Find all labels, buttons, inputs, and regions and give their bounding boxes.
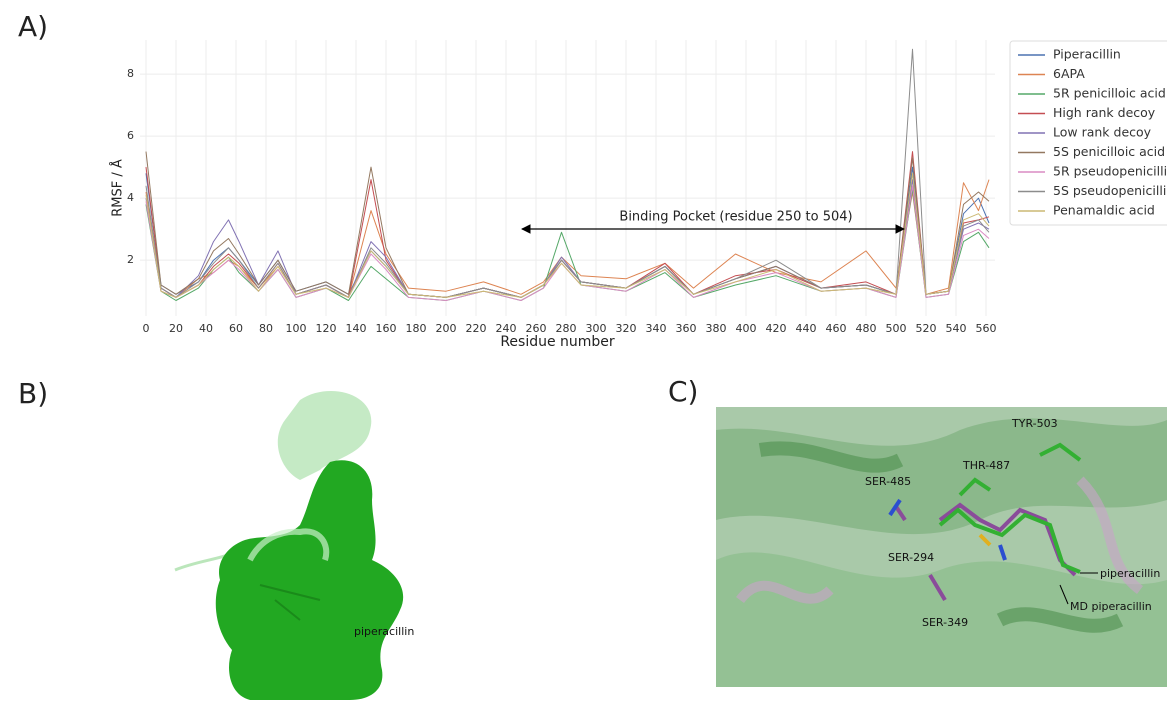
panel-label: A) <box>18 10 48 43</box>
residue-label: SER-349 <box>922 616 968 629</box>
legend: Piperacillin 6APA 5R penicilloic acid High … <box>1010 41 1167 225</box>
x-tick-label: 520 <box>916 322 937 335</box>
x-tick-label: 140 <box>346 322 367 335</box>
residue-label: THR-487 <box>962 459 1010 472</box>
x-tick-label: 220 <box>466 322 487 335</box>
residue-label: SER-485 <box>865 475 911 488</box>
residue-label: SER-294 <box>888 551 934 564</box>
x-tick-label: 120 <box>316 322 337 335</box>
x-tick-label: 200 <box>436 322 457 335</box>
plot-area <box>140 40 995 316</box>
x-tick-label: 320 <box>616 322 637 335</box>
residue-label: TYR-503 <box>1011 417 1058 430</box>
x-tick-label: 80 <box>259 322 273 335</box>
structure-overlay <box>716 407 1167 687</box>
x-tick-label: 160 <box>376 322 397 335</box>
x-tick-label: 40 <box>199 322 213 335</box>
panel-label: B) <box>18 377 48 410</box>
x-tick-label: 340 <box>646 322 667 335</box>
ligand-label: MD piperacillin <box>1070 600 1152 613</box>
legend-label: 5R pseudopenicillin <box>1053 164 1167 179</box>
y-tick-label: 4 <box>127 191 134 204</box>
legend-label: 5S penicilloic acid <box>1053 144 1165 159</box>
x-tick-label: 540 <box>946 322 967 335</box>
panel-label: C) <box>668 375 698 408</box>
x-tick-label: 460 <box>826 322 847 335</box>
legend-label: Penamaldic acid <box>1053 203 1155 218</box>
y-tick-label: 8 <box>127 67 134 80</box>
x-tick-label: 480 <box>856 322 877 335</box>
legend-label: Low rank decoy <box>1053 125 1152 140</box>
x-tick-label: 400 <box>736 322 757 335</box>
legend-label: 5S pseudopenicillin <box>1053 183 1167 198</box>
y-axis-label: RMSF / Å <box>110 159 126 217</box>
x-tick-label: 180 <box>406 322 427 335</box>
y-tick-label: 2 <box>127 253 134 266</box>
x-tick-label: 560 <box>976 322 997 335</box>
legend-label: 6APA <box>1053 66 1085 81</box>
legend-label: 5R penicilloic acid <box>1053 86 1166 101</box>
x-tick-label: 100 <box>286 322 307 335</box>
x-tick-label: 380 <box>706 322 727 335</box>
x-tick-label: 420 <box>766 322 787 335</box>
legend-label: High rank decoy <box>1053 105 1156 120</box>
x-tick-label: 500 <box>886 322 907 335</box>
ligand-label: piperacillin <box>1100 567 1160 580</box>
annotation: Binding Pocket (residue 250 to 504) <box>619 210 852 225</box>
ligand-label: piperacillin <box>354 625 414 638</box>
figure: A) B) C) 0 20 40 60 80 100 120 140 160 180 200 220 2… <box>0 0 1167 701</box>
x-tick-label: 60 <box>229 322 243 335</box>
legend-label: Piperacillin <box>1053 47 1121 62</box>
x-tick-label: 440 <box>796 322 817 335</box>
y-tick-label: 6 <box>127 129 134 142</box>
x-axis-label: Residue number <box>500 334 615 350</box>
protein-surface <box>175 391 403 700</box>
x-tick-label: 360 <box>676 322 697 335</box>
x-tick-label: 0 <box>143 322 150 335</box>
x-tick-label: 20 <box>169 322 183 335</box>
